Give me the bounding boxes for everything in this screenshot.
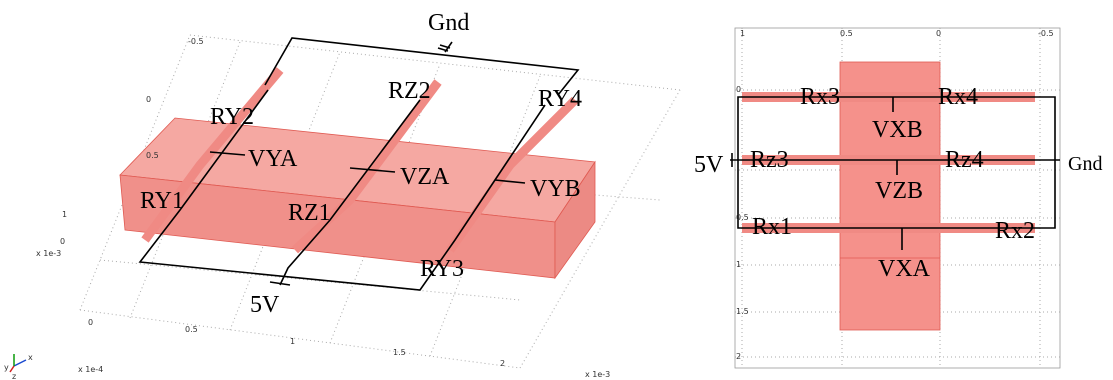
x-tick-label: 1.5 xyxy=(393,348,406,357)
y-tick-label: 1.5 xyxy=(736,307,749,316)
voltage-label: VZA xyxy=(400,164,450,190)
y-tick-label: 0 xyxy=(736,85,741,94)
x-tick-label: 0 xyxy=(936,29,941,38)
y-tick-label: 1 xyxy=(736,260,741,269)
x-tick-label: 0.5 xyxy=(185,325,198,334)
sensor-body xyxy=(120,118,595,278)
resistor-label: RY2 xyxy=(210,104,254,130)
z-tick-label: 1 xyxy=(62,210,67,219)
z-tick-label: 0 xyxy=(60,237,65,246)
resistor-label: RZ1 xyxy=(288,200,331,226)
page: Gnd 5V RY2 RZ2 RY4 VYA VZA VYB RY1 RZ1 R… xyxy=(0,0,1113,380)
triad-label: y xyxy=(4,363,9,372)
voltage-label: VYB xyxy=(530,176,581,202)
resistor-label: Rx2 xyxy=(995,218,1035,244)
x-tick-label: 1 xyxy=(290,337,295,346)
x-tick-label: 1 xyxy=(740,29,745,38)
y-tick-label: 0.5 xyxy=(146,151,159,160)
resistor-label: RZ2 xyxy=(388,78,431,104)
axis-triad: x y z xyxy=(4,353,33,380)
gnd-label: Gnd xyxy=(428,10,469,36)
resistor-label: Rx4 xyxy=(938,84,978,110)
z-scale: x 1e-3 xyxy=(36,249,61,258)
voltage-label: VZB xyxy=(875,178,923,204)
voltage-label: VXB xyxy=(872,117,923,143)
y-tick-label: 0.5 xyxy=(736,213,749,222)
supply-label: 5V xyxy=(694,152,724,178)
x-tick-label: -0.5 xyxy=(1038,29,1054,38)
x-scale: x 1e-3 xyxy=(585,370,610,379)
supply-label: 5V xyxy=(250,292,280,318)
resistor-label: RY3 xyxy=(420,256,464,282)
right-view: Rx3 Rx4 VXB Rz3 Rz4 5V Gnd VZB Rx1 Rx2 V… xyxy=(694,28,1102,368)
y-tick-label: 0 xyxy=(146,95,151,104)
x-tick-label: 0.5 xyxy=(840,29,853,38)
resistor-label: Rx1 xyxy=(752,214,792,240)
x-tick-label: 2 xyxy=(500,359,505,368)
resistor-label: Rz3 xyxy=(750,147,789,173)
x-tick-label: 0 xyxy=(88,318,93,327)
left-view: Gnd 5V RY2 RZ2 RY4 VYA VZA VYB RY1 RZ1 R… xyxy=(4,10,680,380)
y-tick-label: -0.5 xyxy=(188,37,204,46)
resistor-label: Rx3 xyxy=(800,84,840,110)
resistor-label: Rz4 xyxy=(945,147,984,173)
voltage-label: VXA xyxy=(878,256,931,282)
gnd-label: Gnd xyxy=(1068,153,1102,175)
voltage-label: VYA xyxy=(248,146,298,172)
triad-label: z xyxy=(12,372,16,380)
y-tick-label: 2 xyxy=(736,352,741,361)
triad-label: x xyxy=(28,353,33,362)
y-scale: x 1e-4 xyxy=(78,365,103,374)
resistor-label: RY4 xyxy=(538,86,582,112)
resistor-label: RY1 xyxy=(140,188,184,214)
